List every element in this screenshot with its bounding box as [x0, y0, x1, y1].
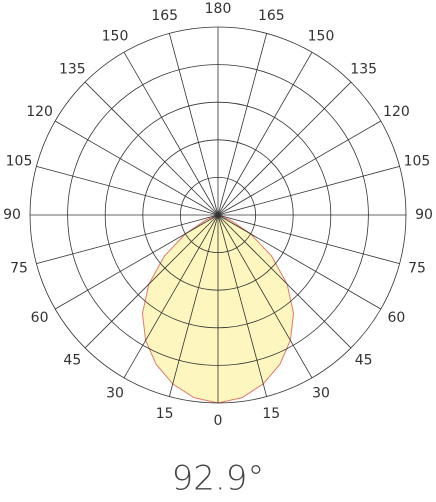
angle-label: 105 [6, 154, 33, 170]
angle-label: 150 [308, 29, 335, 45]
angle-label: 75 [10, 260, 28, 276]
beam-angle: 92.9° [172, 459, 265, 499]
angle-label: 120 [383, 104, 410, 120]
grid-spoke [54, 120, 219, 216]
grid-spoke [168, 33, 219, 216]
angle-label: 120 [26, 104, 53, 120]
angle-label: 90 [415, 207, 433, 223]
angle-label: 165 [151, 8, 178, 24]
grid-spoke [217, 214, 400, 265]
grid-spoke [168, 214, 219, 397]
grid-spoke [217, 81, 352, 216]
grid-spoke [217, 33, 268, 216]
angle-label: 90 [3, 207, 21, 223]
angle-label: 75 [408, 260, 426, 276]
angle-label: 105 [404, 154, 431, 170]
angle-label: 15 [156, 406, 174, 422]
angle-label: 135 [350, 61, 377, 77]
angle-label: 165 [258, 8, 285, 24]
angle-label: 15 [262, 406, 280, 422]
grid-spoke [217, 214, 268, 397]
grid-spoke [54, 214, 219, 310]
grid-spoke [123, 214, 219, 379]
angle-label: 150 [102, 29, 129, 45]
grid-spoke [84, 214, 219, 349]
grid-spoke [217, 214, 313, 379]
grid-spoke [217, 120, 382, 216]
grid-spoke [217, 214, 382, 310]
angle-label: 45 [355, 353, 373, 369]
angle-label: 180 [205, 1, 232, 17]
angle-label: 30 [106, 385, 124, 401]
grid-spoke [217, 51, 313, 216]
angle-label: 60 [387, 310, 405, 326]
angle-label: 30 [312, 385, 330, 401]
grid-spoke [123, 51, 219, 216]
grid-spoke [217, 165, 400, 216]
grid-spoke [36, 165, 219, 216]
grid-spoke [84, 81, 219, 216]
angle-label: 45 [63, 353, 81, 369]
angle-label: 60 [31, 310, 49, 326]
angle-label: 135 [59, 61, 86, 77]
grid-spoke [36, 214, 219, 265]
grid-spoke [217, 214, 352, 349]
angle-label: 0 [214, 413, 223, 429]
